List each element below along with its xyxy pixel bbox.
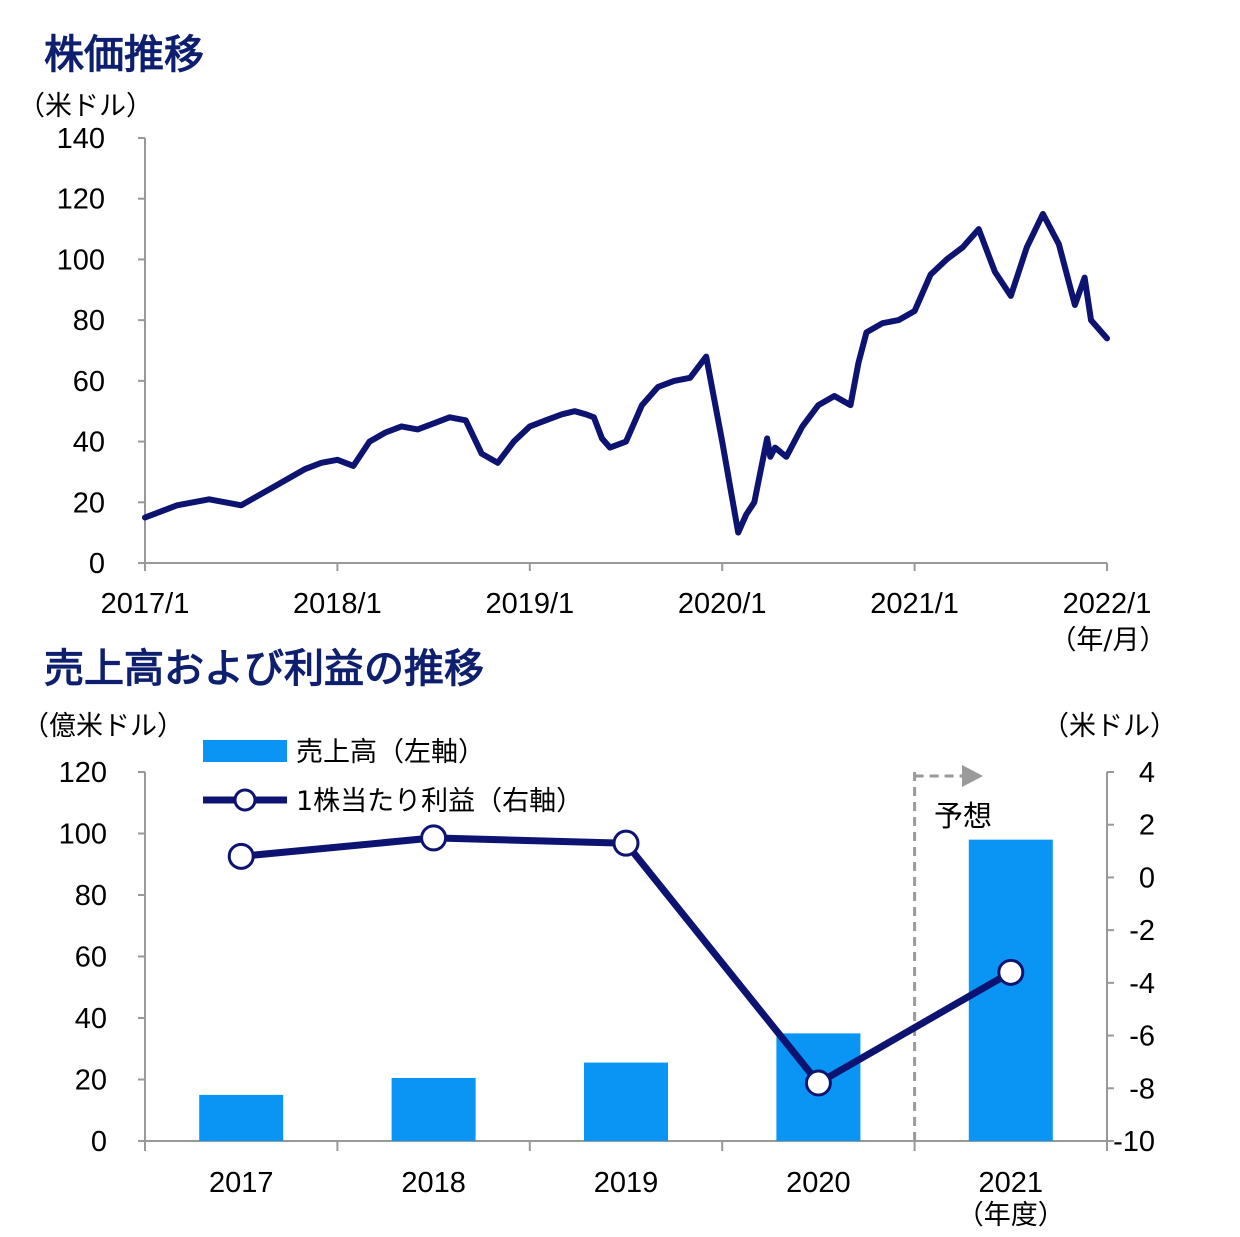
eps-point [612,829,640,857]
sales-left-tick-label: 20 [75,1065,107,1097]
forecast-label: 予想 [934,800,992,833]
stock-x-tick-label: 2019/1 [485,588,574,620]
stock-x-unit: （年/月） [1049,625,1166,656]
eps-point [227,842,255,870]
sales-right-tick-label: -4 [1129,968,1155,1000]
stock-y-tick-label: 60 [73,366,105,398]
sales-x-unit: （年度） [957,1200,1065,1231]
sales-right-tick-label: 2 [1139,810,1155,842]
sales-right-tick-label: 4 [1139,757,1155,789]
sales-bar [391,1077,476,1141]
sales-bar [199,1094,284,1141]
sales-left-unit: （億米ドル） [22,711,184,742]
sales-right-tick-label: 0 [1139,862,1155,894]
sales-x-tick-label: 2018 [401,1167,466,1199]
sales-x-tick-label: 2021 [979,1167,1044,1199]
sales-x-tick-label: 2020 [786,1167,851,1199]
sales-left-tick-label: 80 [75,880,107,912]
eps-point [804,1069,832,1097]
stock-x-tick-label: 2021/1 [870,588,959,620]
eps-point [997,958,1025,986]
stock-y-tick-label: 140 [57,123,105,155]
legend-eps-swatch-marker [233,788,257,812]
eps-line [240,834,1013,1087]
stock-y-unit: （米ドル） [18,91,153,122]
sales-right-tick-label: -10 [1113,1126,1155,1158]
stock-chart-title: 株価推移 [44,32,204,78]
stock-y-tick-label: 80 [73,305,105,337]
stock-y-tick-label: 0 [89,548,105,580]
forecast-arrow-head [962,765,983,787]
eps-point [420,824,448,852]
stock-y-tick-label: 20 [73,487,105,519]
sales-x-tick-label: 2017 [209,1167,274,1199]
legend-sales-swatch [203,740,287,762]
sales-left-tick-label: 40 [75,1003,107,1035]
stock-y-tick-label: 100 [57,244,105,276]
stock-y-tick-label: 40 [73,427,105,459]
sales-left-tick-label: 60 [75,942,107,974]
stock-x-tick-label: 2018/1 [293,588,382,620]
sales-right-tick-label: -2 [1129,915,1155,947]
sales-left-tick-label: 100 [59,819,107,851]
stock-x-tick-label: 2017/1 [101,588,190,620]
stock-y-tick-label: 120 [57,184,105,216]
sales-x-tick-label: 2019 [594,1167,659,1199]
sales-chart-title: 売上高および利益の推移 [44,646,484,692]
sales-right-tick-label: -6 [1129,1021,1155,1053]
stock-price-line [142,210,1110,536]
sales-left-tick-label: 0 [91,1126,107,1158]
legend-sales-label: 売上高（左軸） [296,737,485,768]
stock-x-tick-label: 2022/1 [1063,588,1152,620]
sales-bar [584,1062,668,1141]
sales-left-tick-label: 120 [59,757,107,789]
sales-right-unit: （米ドル） [1042,711,1177,742]
stock-x-tick-label: 2020/1 [678,588,767,620]
sales-right-tick-label: -8 [1129,1073,1155,1105]
legend-eps-label: 1株当たり利益（右軸） [296,786,583,817]
